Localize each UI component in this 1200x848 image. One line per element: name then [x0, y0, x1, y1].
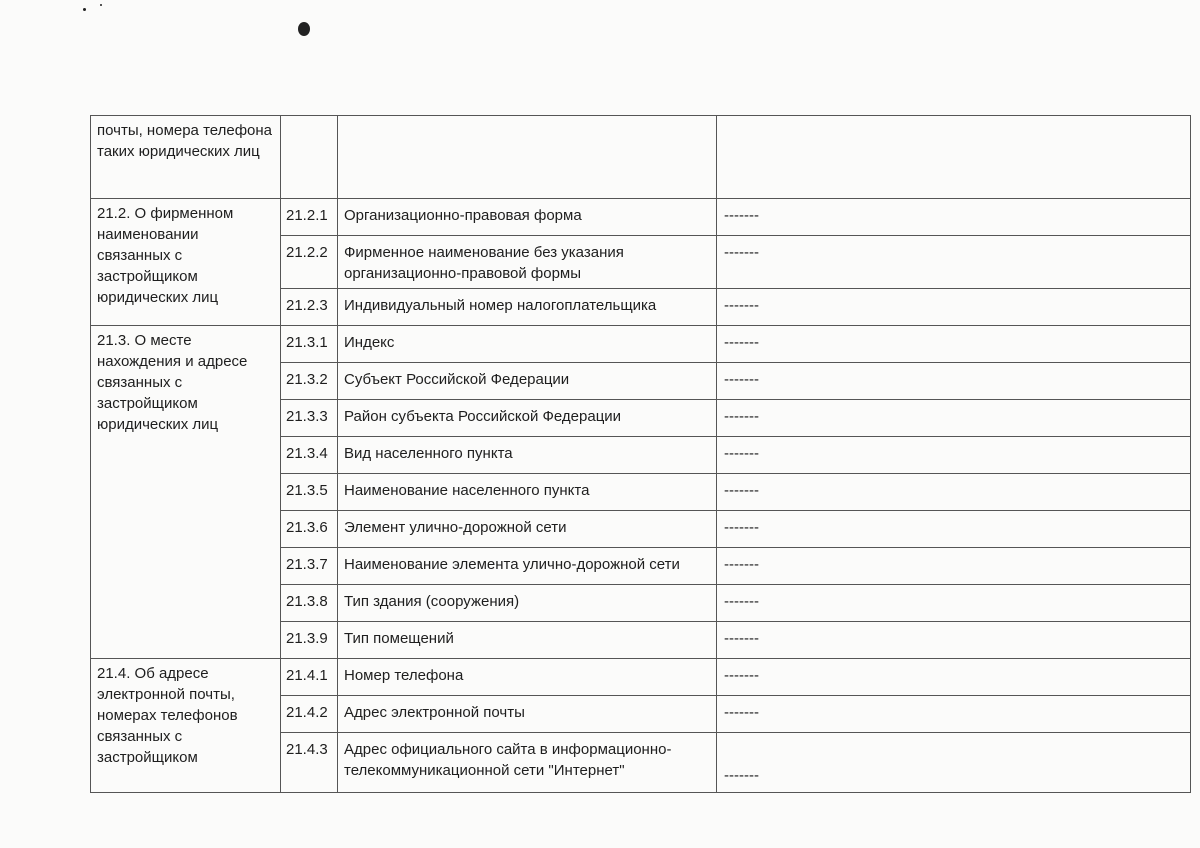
item-label: Тип здания (сооружения) — [337, 584, 717, 622]
item-label: Субъект Российской Федерации — [337, 362, 717, 400]
item-value: ------- — [716, 362, 1191, 400]
group-title-continued: почты, номера телефона таких юридических… — [90, 115, 281, 199]
item-value: ------- — [716, 732, 1191, 793]
table-row-continued: почты, номера телефона таких юридических… — [90, 115, 1191, 199]
item-value: ------- — [716, 621, 1191, 659]
code-cell-empty — [280, 115, 338, 199]
item-value: ------- — [716, 399, 1191, 437]
item-label: Номер телефона — [337, 658, 717, 696]
item-value: ------- — [716, 325, 1191, 363]
item-label: Элемент улично-дорожной сети — [337, 510, 717, 548]
table-row: 21.2.3 Индивидуальный номер налогоплатель… — [91, 288, 1191, 326]
item-value: ------- — [716, 436, 1191, 474]
item-value: ------- — [716, 235, 1191, 289]
item-code: 21.3.6 — [280, 510, 338, 548]
item-code: 21.4.1 — [280, 658, 338, 696]
item-code: 21.4.2 — [280, 695, 338, 733]
document-table: почты, номера телефона таких юридических… — [90, 115, 1191, 793]
table-row: 21.2.2 Фирменное наименование без указани… — [91, 235, 1191, 289]
group-title: 21.2. О фирменном наименовании связанных… — [90, 198, 281, 326]
table-row: 21.3.8 Тип здания (сооружения) ------- — [91, 584, 1191, 622]
scan-speck — [83, 8, 86, 11]
item-label: Наименование населенного пункта — [337, 473, 717, 511]
item-code: 21.3.8 — [280, 584, 338, 622]
table-row: 21.3.9 Тип помещений ------- — [91, 621, 1191, 659]
item-value: ------- — [716, 288, 1191, 326]
table-row: 21.3. О месте нахождения и адресе связан… — [90, 325, 1191, 659]
item-label: Тип помещений — [337, 621, 717, 659]
item-code: 21.2.3 — [280, 288, 338, 326]
item-label: Организационно-правовая форма — [337, 198, 717, 236]
item-value: ------- — [716, 547, 1191, 585]
item-code: 21.3.5 — [280, 473, 338, 511]
item-value: ------- — [716, 695, 1191, 733]
item-code: 21.3.3 — [280, 399, 338, 437]
item-label: Фирменное наименование без указания орга… — [337, 235, 717, 289]
item-value: ------- — [716, 510, 1191, 548]
item-code: 21.3.7 — [280, 547, 338, 585]
table-row: 21.2. О фирменном наименовании связанных… — [90, 198, 1191, 326]
item-label: Индекс — [337, 325, 717, 363]
item-code: 21.3.2 — [280, 362, 338, 400]
item-value: ------- — [716, 473, 1191, 511]
value-cell-empty — [716, 115, 1191, 199]
item-value: ------- — [716, 198, 1191, 236]
table-body: почты, номера телефона таких юридических… — [90, 115, 1191, 793]
item-code: 21.2.2 — [280, 235, 338, 289]
group-title: 21.4. Об адресе электронной почты, номер… — [90, 658, 281, 793]
item-code: 21.3.9 — [280, 621, 338, 659]
item-label: Адрес официального сайта в информационно… — [337, 732, 717, 793]
table-row: 21.4.3 Адрес официального сайта в информа… — [91, 732, 1191, 793]
item-code: 21.4.3 — [280, 732, 338, 793]
table-row: 21.3.3 Район субъекта Российской Федераци… — [91, 399, 1191, 437]
table-row: 21.4. Об адресе электронной почты, номер… — [90, 658, 1191, 793]
label-cell-empty — [337, 115, 717, 199]
table-row: 21.3.7 Наименование элемента улично-дорож… — [91, 547, 1191, 585]
item-code: 21.2.1 — [280, 198, 338, 236]
scan-speck — [298, 22, 310, 36]
item-value: ------- — [716, 584, 1191, 622]
item-label: Индивидуальный номер налогоплательщика — [337, 288, 717, 326]
item-label: Наименование элемента улично-дорожной се… — [337, 547, 717, 585]
item-label: Вид населенного пункта — [337, 436, 717, 474]
item-code: 21.3.1 — [280, 325, 338, 363]
table-row: 21.4.2 Адрес электронной почты ------- — [91, 695, 1191, 733]
item-label: Район субъекта Российской Федерации — [337, 399, 717, 437]
scan-speck — [100, 4, 102, 6]
group-title: 21.3. О месте нахождения и адресе связан… — [90, 325, 281, 659]
item-value: ------- — [716, 658, 1191, 696]
item-label: Адрес электронной почты — [337, 695, 717, 733]
item-code: 21.3.4 — [280, 436, 338, 474]
